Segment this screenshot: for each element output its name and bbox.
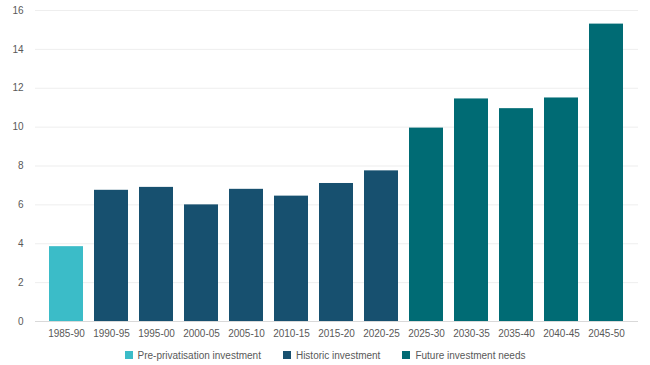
svg-text:4: 4 (18, 238, 24, 249)
svg-text:1985-90: 1985-90 (48, 328, 85, 339)
svg-text:2000-05: 2000-05 (183, 328, 220, 339)
svg-text:0: 0 (18, 316, 24, 327)
svg-text:14: 14 (12, 44, 24, 55)
svg-text:12: 12 (12, 82, 24, 93)
svg-text:8: 8 (18, 160, 24, 171)
svg-text:10: 10 (12, 121, 24, 132)
svg-text:2040-45: 2040-45 (543, 328, 580, 339)
svg-text:16: 16 (12, 5, 24, 16)
svg-text:2025-30: 2025-30 (408, 328, 445, 339)
svg-text:1990-95: 1990-95 (93, 328, 130, 339)
svg-text:2005-10: 2005-10 (228, 328, 265, 339)
svg-text:6: 6 (18, 199, 24, 210)
svg-text:2045-50: 2045-50 (588, 328, 625, 339)
svg-text:2035-40: 2035-40 (498, 328, 535, 339)
html-text:Historic investment: Historic investment (295, 349, 381, 361)
svg-text:2015-20: 2015-20 (318, 328, 355, 339)
svg-text:2020-25: 2020-25 (363, 328, 400, 339)
svg-text:2030-35: 2030-35 (453, 328, 490, 339)
svg-text:1995-00: 1995-00 (138, 328, 175, 339)
html-text:Pre-privatisation investment: Pre-privatisation investment (137, 349, 261, 361)
html-text:Future investment needs: Future investment needs (415, 349, 526, 361)
svg-text:2: 2 (18, 277, 24, 288)
svg-text:2010-15: 2010-15 (273, 328, 310, 339)
